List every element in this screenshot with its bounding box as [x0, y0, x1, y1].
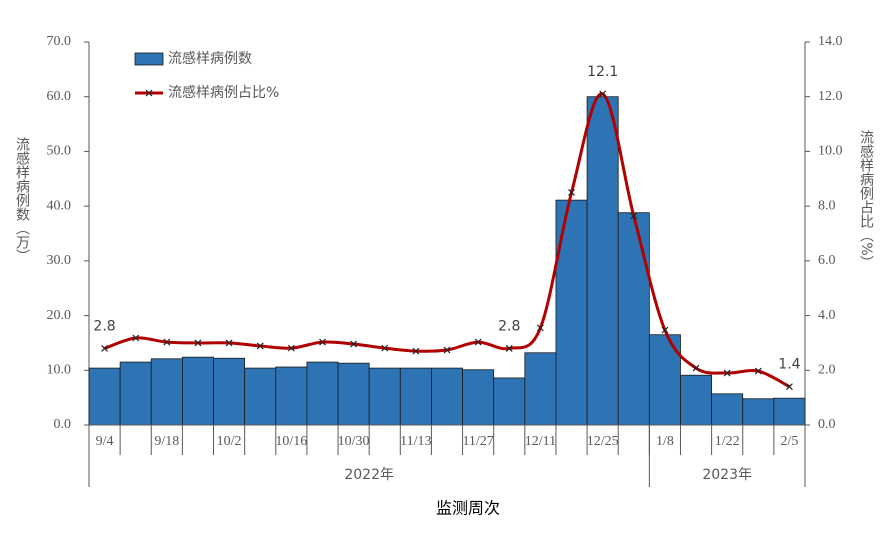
y2-axis-title: 流感样病例占比（%） — [858, 130, 874, 269]
x-tick-label: 9/4 — [96, 434, 114, 449]
y2-tick-label: 4.0 — [818, 308, 836, 323]
marker — [101, 344, 108, 352]
marker — [412, 347, 420, 355]
y-tick-label: 70.0 — [47, 34, 72, 49]
data-label: 2.8 — [498, 318, 520, 334]
marker — [381, 344, 389, 352]
bar — [493, 377, 526, 426]
marker — [599, 90, 607, 98]
x-tick-label: 12/25 — [587, 434, 619, 449]
marker — [194, 339, 202, 347]
data-label: 2.8 — [93, 318, 115, 334]
x-tick-label: 1/8 — [656, 434, 674, 449]
x-tick-label: 11/13 — [400, 434, 431, 449]
bar — [399, 367, 432, 426]
marker — [786, 383, 793, 391]
legend-label: 流感样病例数 — [168, 50, 252, 67]
y-tick-label: 60.0 — [47, 89, 72, 104]
group-label: 2023年 — [702, 467, 752, 483]
group-label: 2022年 — [344, 467, 394, 483]
bar — [119, 361, 152, 426]
y-tick-label: 50.0 — [47, 144, 72, 159]
marker — [319, 338, 326, 346]
x-tick-label: 11/27 — [462, 434, 493, 449]
marker — [723, 369, 731, 377]
y2-tick-label: 14.0 — [818, 34, 843, 49]
bar — [244, 367, 277, 426]
marker — [132, 334, 140, 342]
marker — [474, 338, 482, 346]
y-axis-title: 流感样病例数（万） — [14, 137, 30, 263]
marker — [754, 367, 762, 375]
y-tick-label: 10.0 — [47, 363, 72, 378]
legend-label: 流感样病例占比% — [168, 84, 279, 101]
x-tick-label: 2/5 — [780, 434, 798, 449]
y2-tick-label: 2.0 — [818, 363, 836, 378]
bar — [524, 352, 557, 426]
x-tick-label: 10/2 — [217, 434, 242, 449]
y2-tick-label: 10.0 — [818, 144, 843, 159]
bar — [368, 367, 401, 426]
x-tick-label: 1/22 — [715, 434, 740, 449]
y-tick-label: 30.0 — [47, 253, 72, 268]
bar — [617, 212, 650, 426]
bar — [462, 369, 495, 426]
marker — [443, 346, 451, 354]
marker — [163, 338, 171, 346]
line — [104, 92, 791, 389]
x-tick-label: 10/30 — [338, 434, 370, 449]
bar — [337, 362, 370, 426]
marker — [568, 189, 575, 196]
marker — [225, 339, 233, 347]
x-tick-label: 10/16 — [275, 434, 307, 449]
y2-tick-label: 8.0 — [818, 198, 836, 213]
y-tick-label: 0.0 — [54, 417, 72, 432]
bar — [181, 356, 214, 426]
marker — [256, 342, 264, 350]
bar — [431, 367, 463, 426]
marker — [630, 212, 638, 220]
x-tick-label: 12/11 — [525, 434, 556, 449]
bar — [773, 397, 806, 426]
bar — [150, 358, 183, 426]
y-tick-label: 40.0 — [47, 198, 72, 213]
bar — [586, 96, 619, 426]
bar — [213, 357, 246, 426]
bar — [306, 361, 339, 426]
bar — [555, 199, 588, 426]
y2-tick-label: 12.0 — [818, 89, 843, 104]
bar — [742, 398, 775, 426]
x-axis-title: 监测周次 — [436, 499, 500, 518]
bar — [680, 374, 713, 426]
marker — [350, 340, 358, 348]
marker — [692, 364, 700, 372]
marker — [661, 326, 669, 334]
marker — [287, 344, 295, 352]
bar — [88, 367, 121, 426]
legend-swatch — [134, 52, 164, 66]
marker — [536, 324, 544, 332]
legend-marker — [145, 89, 153, 97]
marker — [505, 344, 513, 352]
y2-tick-label: 6.0 — [818, 253, 836, 268]
bar — [711, 393, 744, 426]
y-tick-label: 20.0 — [47, 308, 72, 323]
data-label: 12.1 — [587, 64, 618, 80]
bar — [275, 366, 308, 426]
data-label: 1.4 — [778, 357, 800, 373]
y2-tick-label: 0.0 — [818, 417, 836, 432]
x-tick-label: 9/18 — [154, 434, 179, 449]
